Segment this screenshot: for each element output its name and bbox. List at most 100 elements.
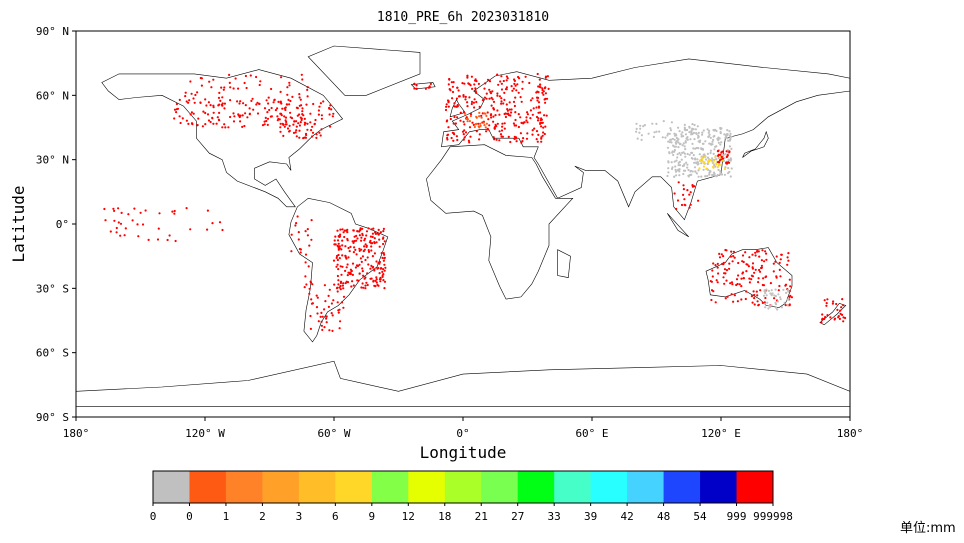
station-point [535,115,539,119]
station-point [371,255,374,258]
station-point [723,282,726,285]
station-point [469,135,472,138]
station-point [495,138,498,141]
station-point [461,82,464,85]
station-point [485,97,488,100]
station-point [686,189,689,192]
station-point [697,169,700,172]
station-point [489,92,493,95]
station-point [446,99,450,102]
station-point [223,102,226,105]
station-point [413,82,416,85]
station-point [839,312,842,315]
station-point [668,151,671,154]
station-point [189,228,192,231]
station-point [375,241,378,244]
station-point [267,102,270,105]
chart-title: 1810_PRE_6h 2023031810 [377,10,549,25]
station-point [244,104,247,107]
x-tick-label: 120° E [701,427,741,440]
station-point [764,250,767,253]
colorbar-tick-label: 39 [584,510,597,523]
station-point [757,281,760,284]
station-point [703,153,706,156]
station-point [502,79,505,83]
station-point [733,256,736,259]
station-point [209,120,212,124]
colorbar-swatch [225,471,263,503]
station-point [337,246,340,249]
station-point [349,271,352,274]
station-point [251,97,254,100]
station-point [677,181,680,184]
station-point [351,273,354,276]
station-point [779,275,782,278]
station-point [720,141,723,144]
station-point [748,256,751,259]
station-point [123,234,126,237]
station-point [355,234,358,237]
station-point [506,109,509,112]
colorbar-swatch [736,471,774,503]
x-tick-label: 60° W [317,427,350,440]
station-point [212,78,215,81]
station-point [728,134,732,137]
station-point [190,111,193,114]
station-point [742,277,745,280]
station-point [643,124,647,127]
station-point [340,248,343,251]
station-point [424,87,427,90]
station-point [688,131,691,134]
station-point [363,245,366,248]
station-point [783,301,786,304]
station-point [836,308,839,311]
station-point [748,281,752,284]
station-point [472,123,475,126]
station-point [133,207,136,210]
station-point [778,261,781,264]
station-point [736,282,739,286]
station-point [115,231,118,234]
station-point [464,98,467,101]
station-point [674,133,677,136]
station-point [378,260,381,264]
station-point [358,247,361,250]
station-point [307,265,310,268]
station-point [279,130,282,133]
station-point [518,77,521,80]
station-point [173,108,177,111]
station-point [718,252,721,255]
station-point [545,97,549,100]
coastline [819,302,847,326]
station-point [223,107,226,110]
station-point [675,136,679,140]
station-point [296,107,299,110]
station-point [468,96,471,99]
station-point [354,248,357,251]
station-point [455,97,458,100]
station-point [342,231,345,234]
station-point [693,161,696,164]
station-point [473,83,476,86]
station-point [774,295,778,298]
station-point [726,154,729,157]
station-point [775,303,778,306]
station-point [185,100,188,103]
station-point [345,257,348,260]
station-point [823,317,826,321]
station-point [344,282,347,285]
station-point [484,112,487,115]
station-point [724,297,727,300]
station-point [320,128,323,131]
station-point [472,101,475,104]
station-point [308,287,311,290]
station-point [347,256,350,259]
station-point [510,85,513,88]
station-point [780,253,783,256]
station-point [544,92,548,95]
station-point [445,103,448,106]
station-point [246,116,249,119]
station-point [684,169,687,172]
station-point [466,76,469,79]
station-point [542,93,545,96]
